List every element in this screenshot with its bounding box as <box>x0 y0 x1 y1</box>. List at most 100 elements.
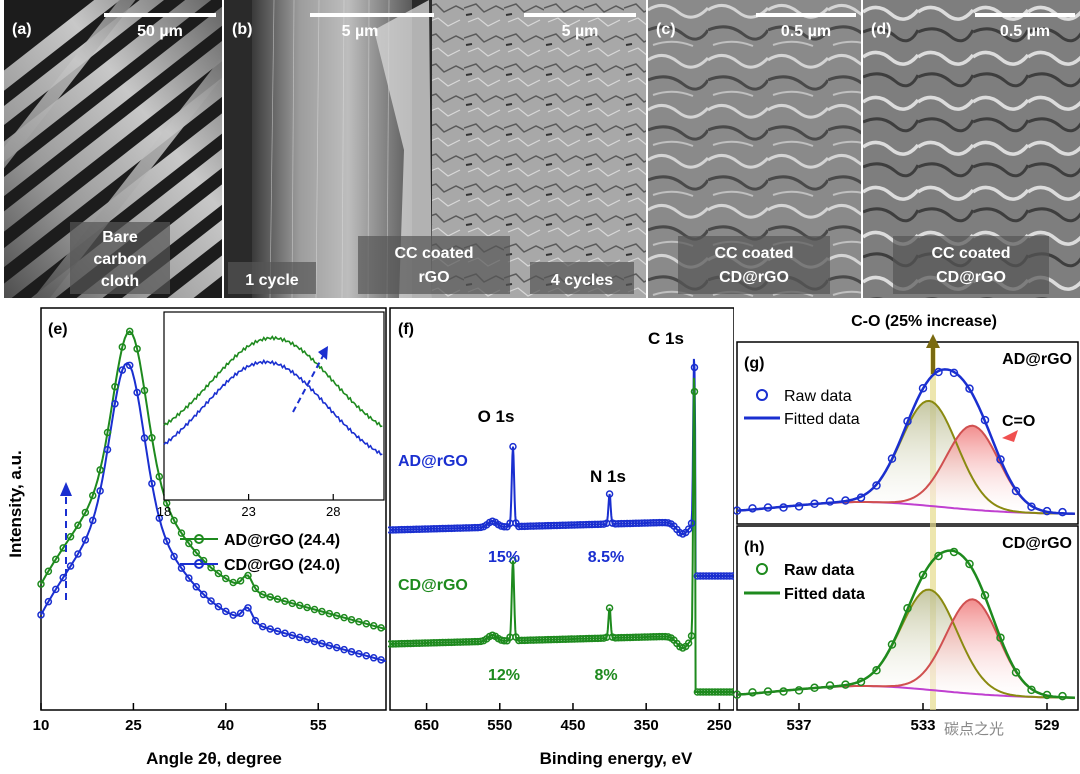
peak-label-c1s: C 1s <box>648 329 684 348</box>
annotation-co-increase: C-O (25% increase) <box>851 313 997 330</box>
plot-g <box>734 367 1075 517</box>
raw-data-point <box>1042 506 1052 516</box>
x-tick-label: 450 <box>560 717 585 734</box>
data-point <box>687 632 696 640</box>
sem-panel-d: (d) 0.5 µm CC coated CD@rGO <box>863 0 1080 298</box>
raw-data-point <box>1058 691 1067 701</box>
data-point <box>296 601 304 610</box>
co-component-fill <box>737 400 1075 514</box>
inset-line-ad <box>163 335 383 428</box>
data-point <box>325 641 334 650</box>
data-point <box>59 573 67 582</box>
xrd-chart: (e) 10 25 40 55 AD@rGO (24.4) CD@rGO (24.0)… <box>6 307 387 768</box>
data-point <box>125 361 134 370</box>
data-point <box>303 603 311 612</box>
data-point <box>81 536 90 544</box>
data-point <box>185 539 193 548</box>
data-point <box>355 617 363 626</box>
data-point <box>236 609 245 618</box>
data-point <box>362 652 371 660</box>
scale-bar-label: 0.5 µm <box>1000 23 1050 40</box>
data-point <box>140 386 149 395</box>
raw-data-point <box>934 367 943 377</box>
x-axis-label: Binding energy, eV <box>540 749 693 768</box>
raw-data-point <box>872 666 881 675</box>
data-point <box>37 611 45 619</box>
sem-image-bare-carbon-cloth: (a) 50 µm Bare carbon cloth <box>4 0 222 298</box>
y-axis-label: Intensity, a.u. <box>6 450 25 557</box>
series-markers-cd-rgo <box>37 361 385 664</box>
co-double-label: C=O <box>1002 413 1035 430</box>
legend-raw-h: Raw data <box>784 562 854 579</box>
caption-line: CC coated <box>931 245 1010 262</box>
raw-data-point <box>980 591 990 600</box>
inset-tick-label: 18 <box>157 504 171 519</box>
raw-data-point <box>734 506 742 515</box>
data-point <box>52 555 60 564</box>
data-point <box>728 572 734 580</box>
arrow-head <box>60 482 72 496</box>
series-markers-ad-rgo <box>37 327 385 632</box>
panel-letter-a: (a) <box>12 21 32 38</box>
data-point <box>155 472 164 481</box>
panel-letter-b: (b) <box>232 21 252 38</box>
panel-letter-f: (f) <box>398 321 414 338</box>
data-point <box>266 593 274 601</box>
data-point <box>74 521 82 530</box>
inset-arrow-head <box>318 346 328 360</box>
data-point <box>377 624 385 632</box>
x-tick-label: 10 <box>33 717 50 734</box>
co-double-arrow <box>1002 430 1018 442</box>
sem-image-cc-coated-rgo: (b) 5 µm 5 µm CC coated rGO 1 cycle 4 cy… <box>224 0 646 298</box>
data-point <box>192 583 200 591</box>
data-point <box>185 574 193 582</box>
data-point <box>96 466 104 474</box>
data-point <box>214 569 223 578</box>
x-axis: 650 550 450 350 250 <box>414 703 732 734</box>
data-point <box>266 625 274 633</box>
x-tick-label: 537 <box>786 717 811 734</box>
data-point <box>222 574 230 583</box>
c-double-o-component-fill <box>737 425 1075 514</box>
scale-bar-label: 5 µm <box>342 23 379 40</box>
data-point <box>355 649 363 658</box>
data-point <box>310 605 319 614</box>
x-tick-label: 533 <box>910 717 935 734</box>
raw-data-point <box>903 416 912 426</box>
series-markers-ad-rgo <box>388 363 734 580</box>
cycle-label: 1 cycle <box>245 272 298 289</box>
data-point <box>89 516 97 525</box>
sem-image-cd-rgo-2: (d) 0.5 µm CC coated CD@rGO <box>863 0 1080 298</box>
xps-o1s-chart: C-O (25% increase) (g) (h) AD@rGO CD@rGO… <box>734 313 1079 738</box>
xrd-inset: 18 23 28 <box>157 311 385 519</box>
scale-bar-label: 0.5 µm <box>781 23 831 40</box>
legend-fit-h: Fitted data <box>784 586 865 603</box>
data-point <box>340 645 348 654</box>
data-point <box>509 442 517 451</box>
data-point <box>362 620 371 628</box>
peak-label-n1s: N 1s <box>590 467 626 486</box>
data-point <box>259 590 267 599</box>
data-point <box>690 387 699 396</box>
series-label-ad: AD@rGO <box>398 453 468 470</box>
raw-data-point <box>887 640 897 649</box>
data-point <box>377 656 385 664</box>
data-point <box>162 537 171 545</box>
data-point <box>251 584 260 593</box>
data-point <box>118 343 127 351</box>
raw-data-point <box>1011 668 1021 677</box>
data-point <box>229 578 237 587</box>
data-point <box>725 688 734 696</box>
legend-label-ad: AD@rGO (24.4) <box>224 532 340 549</box>
raw-data-point <box>779 503 788 512</box>
data-point <box>273 595 282 603</box>
data-point <box>103 428 112 437</box>
x-tick-label: 550 <box>487 717 512 734</box>
series-label-cd: CD@rGO <box>398 577 468 594</box>
raw-data-point <box>810 683 819 693</box>
raw-data-point <box>794 686 804 695</box>
data-point <box>89 491 97 500</box>
caption-line: CC coated <box>394 245 473 262</box>
raw-data-point <box>825 497 835 506</box>
data-point <box>103 445 112 454</box>
